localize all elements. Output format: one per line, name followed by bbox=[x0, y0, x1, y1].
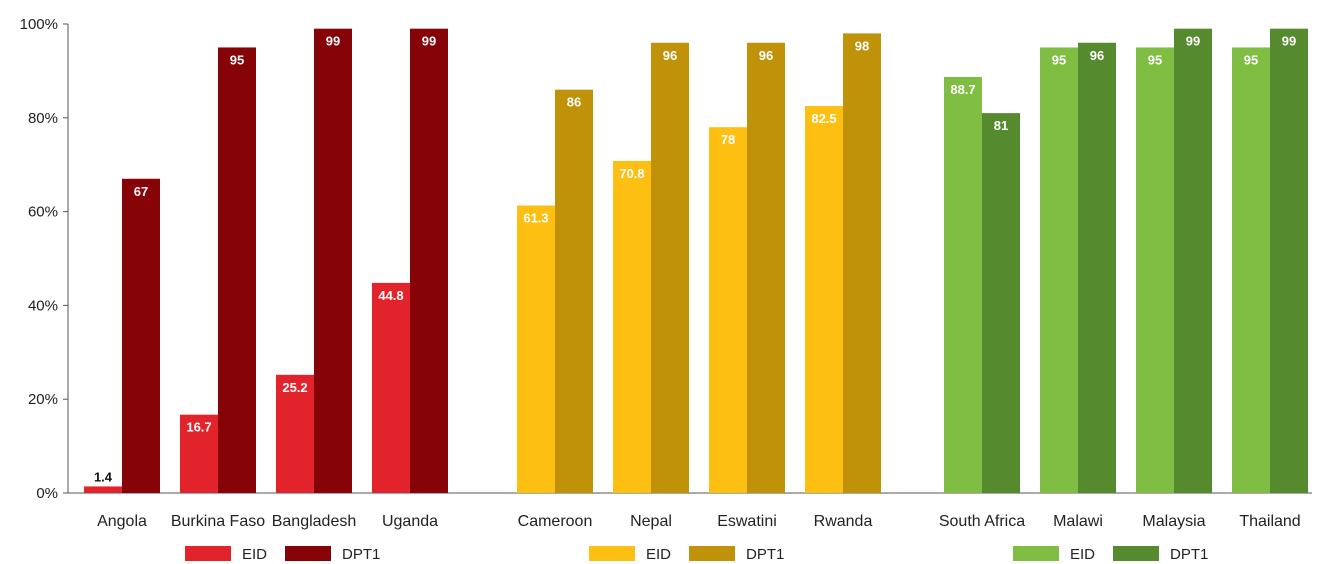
data-label: 95 bbox=[1052, 52, 1066, 67]
data-label: 67 bbox=[134, 184, 148, 199]
y-tick-label: 40% bbox=[28, 297, 58, 314]
legend-label: EID bbox=[646, 546, 671, 563]
bar-dpt1-burkina-faso bbox=[218, 47, 256, 493]
data-label: 61.3 bbox=[523, 211, 548, 226]
bar-dpt1-eswatini bbox=[747, 42, 785, 493]
bar-eid-cameroon bbox=[517, 205, 555, 494]
data-label: 96 bbox=[759, 48, 773, 63]
data-label: 99 bbox=[326, 34, 340, 49]
x-tick-label: Malaysia bbox=[1142, 513, 1205, 530]
x-tick-label: Angola bbox=[97, 513, 147, 530]
bar-dpt1-uganda bbox=[410, 28, 448, 493]
data-label: 96 bbox=[1090, 48, 1104, 63]
bar-group-3: 88.7 81 South Africa 95 96 Malawi 95 99 Malaysia… bbox=[939, 28, 1308, 530]
bar-eid-bangladesh bbox=[276, 374, 314, 493]
x-tick-label: Nepal bbox=[630, 513, 672, 530]
legend-label: EID bbox=[1070, 546, 1095, 563]
bar-eid-angola bbox=[84, 486, 122, 493]
data-label: 78 bbox=[721, 132, 735, 147]
bar-eid-malawi bbox=[1040, 47, 1078, 493]
bar-dpt1-malawi bbox=[1078, 42, 1116, 493]
data-label: 95 bbox=[230, 52, 244, 67]
data-label: 86 bbox=[567, 95, 581, 110]
x-tick-label: Thailand bbox=[1239, 513, 1300, 530]
y-tick-label: 0% bbox=[36, 485, 58, 502]
bar-dpt1-thailand bbox=[1270, 28, 1308, 493]
bar-eid-uganda bbox=[372, 282, 410, 493]
bar-group-2: 61.3 86 Cameroon 70.8 96 Nepal 78 96 Eswatini 82.… bbox=[517, 33, 881, 530]
bar-dpt1-malaysia bbox=[1174, 28, 1212, 493]
y-tick-label: 80% bbox=[28, 110, 58, 127]
bar-dpt1-angola bbox=[122, 178, 160, 493]
data-label: 70.8 bbox=[619, 166, 644, 181]
y-tick-label: 100% bbox=[20, 16, 58, 33]
data-label: 88.7 bbox=[950, 82, 975, 97]
x-tick-label: Uganda bbox=[382, 513, 438, 530]
bar-group-1: 1.4 67 Angola 16.7 95 Burkina Faso 25.2 99 Bangl… bbox=[84, 28, 448, 530]
data-label: 81 bbox=[994, 118, 1008, 133]
data-label: 99 bbox=[1186, 34, 1200, 49]
bar-dpt1-bangladesh bbox=[314, 28, 352, 493]
data-label: 99 bbox=[422, 34, 436, 49]
bar-eid-burkina-faso bbox=[180, 414, 218, 493]
legend-label: DPT1 bbox=[342, 546, 380, 563]
bar-eid-rwanda bbox=[805, 106, 843, 493]
bar-dpt1-south-africa bbox=[982, 113, 1020, 494]
bar-eid-eswatini bbox=[709, 127, 747, 494]
data-label: 16.7 bbox=[186, 420, 211, 435]
x-tick-label: South Africa bbox=[939, 513, 1025, 530]
data-label: 1.4 bbox=[94, 469, 113, 484]
legend-swatch bbox=[1113, 546, 1159, 561]
y-tick-label: 20% bbox=[28, 391, 58, 408]
bar-eid-nepal bbox=[613, 160, 651, 493]
legend-swatch bbox=[689, 546, 735, 561]
data-label: 44.8 bbox=[378, 288, 403, 303]
legend-label: EID bbox=[242, 546, 267, 563]
data-label: 25.2 bbox=[282, 380, 307, 395]
data-label: 82.5 bbox=[811, 111, 836, 126]
legend-3: EID DPT1 bbox=[1013, 546, 1208, 563]
x-tick-label: Eswatini bbox=[717, 513, 777, 530]
legend-2: EID DPT1 bbox=[589, 546, 784, 563]
x-tick-label: Cameroon bbox=[518, 513, 593, 530]
x-tick-label: Rwanda bbox=[814, 513, 873, 530]
legend-label: DPT1 bbox=[746, 546, 784, 563]
bar-dpt1-rwanda bbox=[843, 33, 881, 493]
bar-eid-malaysia bbox=[1136, 47, 1174, 493]
legends: EID DPT1 EID DPT1 EID DPT1 bbox=[185, 546, 1208, 563]
bars: 1.4 67 Angola 16.7 95 Burkina Faso 25.2 99 Bangl… bbox=[84, 28, 1308, 530]
legend-swatch bbox=[285, 546, 331, 561]
legend-swatch bbox=[589, 546, 635, 561]
data-label: 95 bbox=[1148, 52, 1162, 67]
bar-eid-thailand bbox=[1232, 47, 1270, 493]
legend-label: DPT1 bbox=[1170, 546, 1208, 563]
x-tick-label: Bangladesh bbox=[272, 513, 357, 530]
bar-dpt1-cameroon bbox=[555, 89, 593, 493]
bar-eid-south-africa bbox=[944, 76, 982, 493]
data-label: 98 bbox=[855, 38, 869, 53]
legend-swatch bbox=[1013, 546, 1059, 561]
legend-1: EID DPT1 bbox=[185, 546, 380, 563]
data-label: 95 bbox=[1244, 52, 1258, 67]
bar-dpt1-nepal bbox=[651, 42, 689, 493]
legend-swatch bbox=[185, 546, 231, 561]
x-tick-label: Malawi bbox=[1053, 513, 1103, 530]
data-label: 99 bbox=[1282, 34, 1296, 49]
x-tick-label: Burkina Faso bbox=[171, 513, 265, 530]
data-label: 96 bbox=[663, 48, 677, 63]
y-tick-label: 60% bbox=[28, 204, 58, 221]
